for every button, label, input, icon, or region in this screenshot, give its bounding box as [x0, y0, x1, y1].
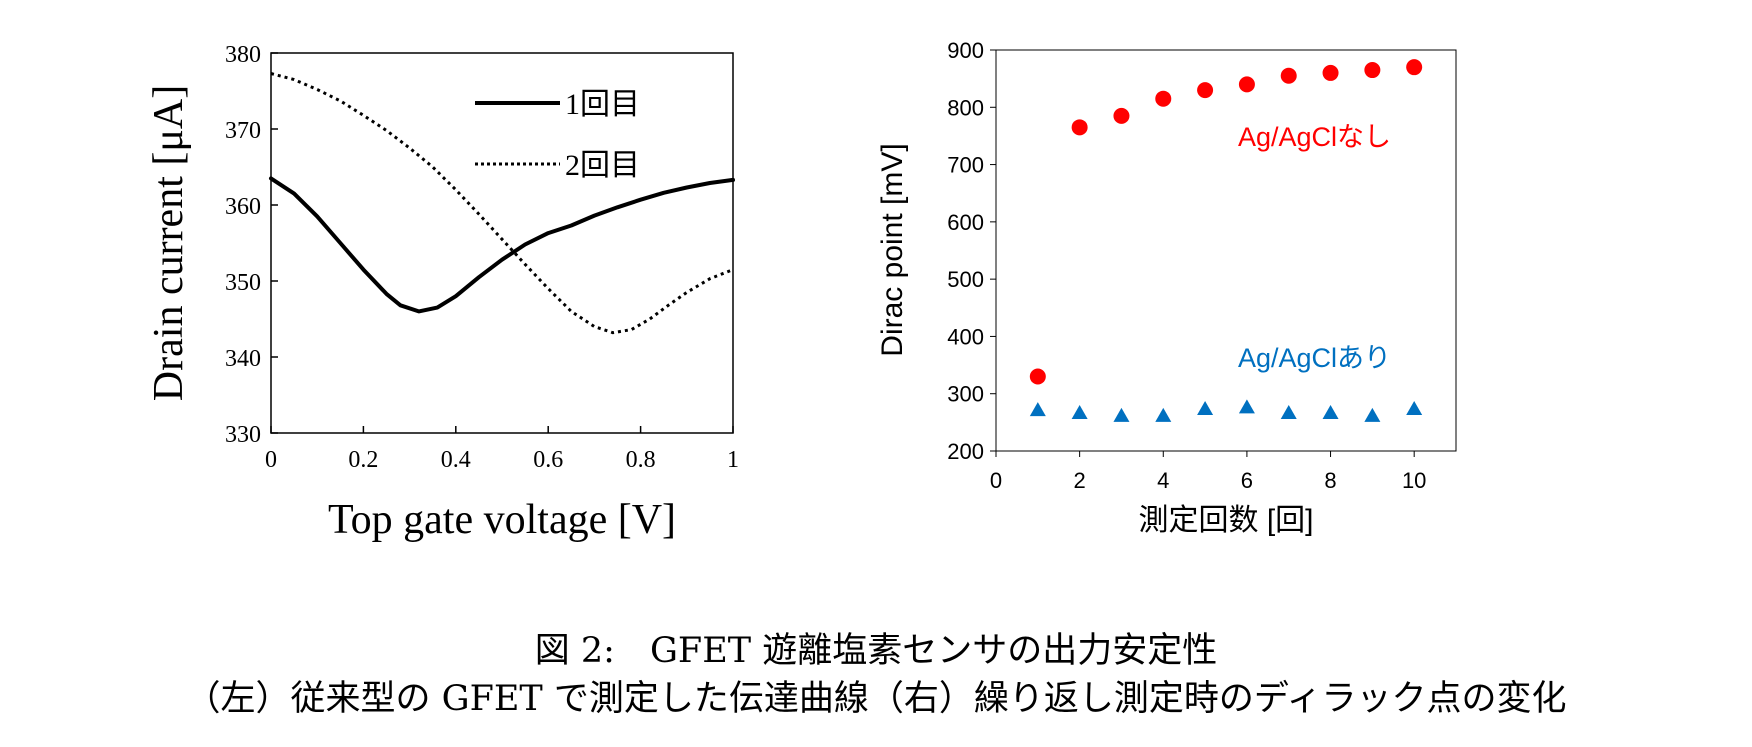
left-x-tick-label: 0.6 [533, 447, 563, 473]
point-with-agagcl [1197, 401, 1214, 416]
label-with-agagcl: Ag/AgClあり [1238, 343, 1391, 373]
figure-caption-title: 図 2: GFET 遊離塩素センサの出力安定性 [534, 631, 1218, 671]
left-x-tick-label: 0.2 [348, 447, 378, 473]
point-without-agagcl [1238, 76, 1255, 93]
point-with-agagcl [1406, 401, 1423, 416]
left-series-lines [269, 72, 735, 335]
right-y-tick-label: 400 [947, 324, 984, 349]
point-without-agagcl [1322, 64, 1339, 81]
right-y-tick-label: 600 [947, 210, 984, 235]
left-x-tick-label: 0 [265, 447, 277, 473]
point-with-agagcl [1155, 407, 1172, 422]
right-y-tick-label: 200 [947, 439, 984, 464]
transfer-curve-chart: 0 0.2 0.4 0.6 0.8 1 330 340 350 360 370 380 1回目 2回目… [146, 42, 739, 543]
point-without-agagcl [1406, 59, 1423, 76]
right-y-tick-label: 300 [947, 382, 984, 407]
right-y-tick-label: 900 [947, 38, 984, 63]
left-y-tick-label: 340 [225, 346, 261, 372]
right-axis-ticks: 0 2 4 6 8 10 200 300 400 500 600 700 800 900 [947, 38, 1426, 493]
right-y-tick-label: 700 [947, 153, 984, 178]
dirac-point-chart: 0 2 4 6 8 10 200 300 400 500 600 700 800 900 Ag/AgClな… [876, 38, 1457, 537]
point-without-agagcl [1029, 368, 1046, 385]
left-plot-frame [270, 52, 734, 434]
right-plot-frame [995, 49, 1457, 452]
right-x-axis-label: 測定回数 [回] [1138, 504, 1313, 537]
legend-label-run1: 1回目 [565, 88, 640, 121]
point-with-agagcl [1238, 399, 1255, 414]
point-without-agagcl [1155, 90, 1172, 107]
left-y-tick-label: 350 [225, 270, 261, 296]
left-y-tick-label: 380 [225, 42, 261, 68]
figure-caption-description: （左）従来型の GFET で測定した伝達曲線（右）繰り返し測定時のディラック点の… [185, 679, 1567, 719]
label-without-agagcl: Ag/AgClなし [1238, 122, 1391, 152]
point-with-agagcl [1071, 405, 1088, 420]
right-y-tick-label: 800 [947, 95, 984, 120]
point-without-agagcl [1113, 107, 1130, 124]
right-x-tick-label: 4 [1157, 468, 1169, 493]
point-with-agagcl [1029, 402, 1046, 417]
left-legend: 1回目 2回目 [475, 88, 640, 182]
left-y-axis-label: Drain current [μA] [146, 85, 192, 401]
point-without-agagcl [1071, 119, 1088, 136]
point-with-agagcl [1364, 407, 1381, 422]
point-with-agagcl [1280, 405, 1297, 420]
series-line-run2 [270, 72, 734, 335]
right-x-tick-label: 8 [1324, 468, 1336, 493]
point-without-agagcl [1364, 62, 1381, 79]
left-x-tick-label: 0.8 [626, 447, 656, 473]
left-y-tick-label: 330 [225, 422, 261, 448]
left-x-tick-label: 1 [727, 447, 739, 473]
right-x-tick-label: 0 [990, 468, 1002, 493]
point-without-agagcl [1197, 82, 1214, 99]
right-y-tick-label: 500 [947, 267, 984, 292]
point-with-agagcl [1322, 405, 1339, 420]
right-series-points [1029, 59, 1423, 422]
left-y-tick-label: 370 [225, 118, 261, 144]
right-x-tick-label: 10 [1402, 468, 1426, 493]
right-x-tick-label: 6 [1241, 468, 1253, 493]
left-x-axis-label: Top gate voltage [V] [328, 497, 676, 543]
left-axis-ticks: 0 0.2 0.4 0.6 0.8 1 330 340 350 360 370 380 [225, 42, 739, 473]
series-line-run1 [269, 176, 735, 314]
right-y-axis-label: Dirac point [mV] [876, 143, 909, 356]
point-without-agagcl [1280, 67, 1297, 84]
right-x-tick-label: 2 [1074, 468, 1086, 493]
left-x-tick-label: 0.4 [441, 447, 471, 473]
legend-label-run2: 2回目 [565, 149, 640, 182]
left-y-tick-label: 360 [225, 194, 261, 220]
point-with-agagcl [1113, 407, 1130, 422]
